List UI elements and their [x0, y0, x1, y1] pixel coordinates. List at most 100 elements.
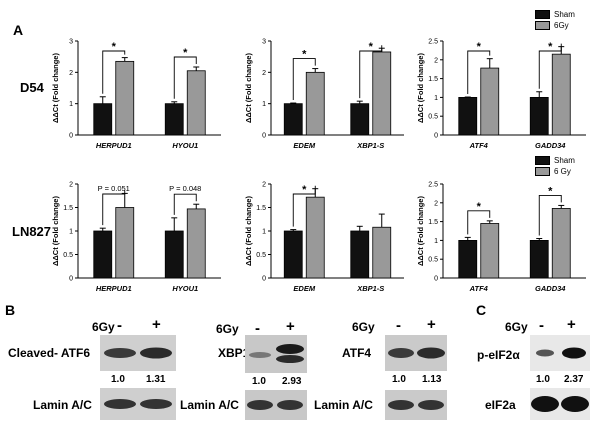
panel-label-a: A	[13, 22, 24, 38]
p-value-label: P = 0.051	[98, 184, 130, 193]
y-axis-label: ΔΔCt (Fold change)	[51, 53, 60, 123]
significance-star: *	[477, 41, 482, 53]
legend-item-sham: Sham	[535, 10, 575, 19]
bar	[458, 97, 478, 136]
chart-d54-2: ΔΔCt (Fold change) 0 1 2 3 EDEM * XBP1-S *	[244, 39, 404, 150]
legend-swatch-treated	[535, 21, 550, 30]
blot-value-minus: 1.0	[252, 376, 266, 387]
y-tick-label: 0	[69, 276, 73, 283]
blot-minus-sign: -	[539, 317, 544, 334]
legend-top: Sham 6Gy	[535, 10, 575, 30]
blot-treatment-label: 6Gy	[505, 320, 528, 334]
significance-star: *	[548, 41, 553, 53]
significance-star: *	[477, 201, 482, 213]
blot-label-cleaved-atf6: Cleaved- ATF6	[8, 346, 91, 360]
legend-item-sham: Sham	[535, 156, 575, 165]
panel-label-b: B	[5, 302, 16, 318]
y-tick-label: 0.5	[428, 114, 438, 121]
blot-treatment-label: 6Gy	[352, 320, 375, 334]
blot-loading-label: eIF2a	[485, 398, 516, 412]
significance-star: *	[302, 49, 307, 61]
x-tick-label: ATF4	[469, 284, 489, 293]
legend-bottom: Sham 6 Gy	[535, 156, 575, 176]
significance-star: *	[548, 185, 553, 197]
y-tick-label: 1.5	[256, 205, 266, 212]
chart-d54-3: ΔΔCt (Fold change) 0 0.5 1 1.5 2 2.5 ATF4 * GADD3…	[416, 39, 586, 150]
blot-label-p-eif2a: p-eIF2α	[477, 348, 520, 362]
blot-value-minus: 1.0	[111, 374, 125, 385]
bar	[458, 240, 478, 279]
significance-bracket	[538, 43, 562, 89]
y-tick-label: 1	[434, 238, 438, 245]
y-tick-label: 1.5	[428, 76, 438, 83]
bar	[115, 207, 135, 279]
y-tick-label: 2	[262, 70, 266, 77]
bar	[551, 208, 571, 279]
y-tick-label: 3	[262, 39, 266, 46]
bar	[480, 67, 500, 136]
y-tick-label: 2	[69, 182, 73, 189]
y-tick-label: 1.5	[428, 219, 438, 226]
significance-bracket	[538, 194, 562, 236]
y-tick-label: 0.5	[63, 252, 73, 259]
y-axis-label: ΔΔCt (Fold change)	[416, 53, 425, 123]
blot-loading-image	[100, 388, 176, 420]
bar	[186, 70, 206, 136]
blot-loading-label: Lamin A/C	[314, 398, 373, 412]
legend-label-treated: 6 Gy	[554, 167, 571, 176]
blot-image-p-eif2a	[530, 335, 590, 371]
chart-ln827-2: ΔΔCt (Fold change) 0 0.5 1 1.5 2 EDEM * XBP1-S	[244, 182, 404, 293]
y-tick-label: 0	[434, 133, 438, 140]
bar	[93, 103, 113, 136]
y-tick-label: 0	[262, 276, 266, 283]
y-tick-label: 1	[434, 95, 438, 102]
bar	[164, 103, 184, 136]
row-label-ln827: LN827	[12, 224, 52, 239]
y-tick-label: 0.5	[256, 252, 266, 259]
bar	[529, 240, 549, 279]
x-tick-label: GADD34	[535, 141, 566, 150]
y-tick-label: 2	[434, 200, 438, 207]
panel-label-c: C	[476, 302, 487, 318]
bar	[186, 208, 206, 279]
blot-minus-sign: -	[117, 317, 122, 334]
y-tick-label: 0	[69, 133, 73, 140]
bar	[305, 196, 325, 279]
y-tick-label: 0	[434, 276, 438, 283]
x-tick-label: HYOU1	[172, 141, 198, 150]
bar	[93, 230, 113, 279]
y-tick-label: 0	[262, 133, 266, 140]
legend-label-sham: Sham	[554, 10, 575, 19]
blot-minus-sign: -	[396, 317, 401, 334]
blot-treatment-label: 6Gy	[216, 322, 239, 336]
significance-bracket	[467, 210, 491, 235]
y-tick-label: 1.5	[63, 205, 73, 212]
y-axis-label: ΔΔCt (Fold change)	[416, 196, 425, 266]
significance-bracket	[102, 190, 126, 226]
x-tick-label: HERPUD1	[96, 141, 132, 150]
significance-bracket	[173, 193, 197, 215]
significance-bracket	[173, 56, 197, 99]
significance-star: *	[112, 41, 117, 53]
bar	[305, 71, 325, 136]
y-tick-label: 1	[69, 101, 73, 108]
significance-bracket	[292, 185, 316, 227]
blot-value-plus: 2.93	[282, 376, 302, 387]
y-tick-label: 2	[69, 70, 73, 77]
blot-image-atf4	[385, 335, 447, 371]
y-axis-label: ΔΔCt (Fold change)	[244, 196, 253, 266]
y-axis-label: ΔΔCt (Fold change)	[51, 196, 60, 266]
bar	[283, 103, 303, 136]
y-tick-label: 0.5	[428, 257, 438, 264]
legend-label-sham: Sham	[554, 156, 575, 165]
blot-label-atf4: ATF4	[342, 346, 372, 360]
bar	[372, 51, 392, 136]
bar	[480, 223, 500, 279]
legend-swatch-sham	[535, 10, 550, 19]
blot-loading-label: Lamin A/C	[33, 398, 92, 412]
y-tick-label: 2.5	[428, 182, 438, 189]
x-tick-label: EDEM	[293, 141, 315, 150]
x-tick-label: XBP1-S	[356, 141, 384, 150]
blot-plus-sign: +	[427, 316, 436, 333]
bar	[551, 53, 571, 136]
